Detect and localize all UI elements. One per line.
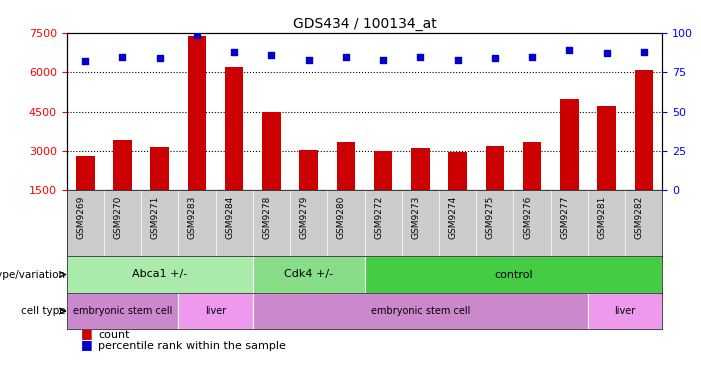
Bar [113,141,132,190]
Point [117,54,128,60]
Bar [67,293,178,329]
Bar [486,146,504,190]
Bar [365,256,662,293]
Text: ■: ■ [81,327,93,340]
Text: GSM9271: GSM9271 [151,195,160,239]
Text: GSM9284: GSM9284 [225,195,234,239]
Text: embryonic stem cell: embryonic stem cell [73,306,172,316]
Point [266,52,277,58]
Bar [188,36,206,190]
Text: GSM9277: GSM9277 [560,195,569,239]
Bar [67,256,253,293]
Point [80,58,91,64]
Text: GSM9272: GSM9272 [374,195,383,239]
Point [452,57,463,63]
Text: GSM9273: GSM9273 [411,195,421,239]
Bar [374,152,393,190]
Point [526,54,538,60]
Bar [253,293,588,329]
Text: GSM9279: GSM9279 [299,195,308,239]
Point [564,47,575,53]
Bar [597,107,616,190]
Bar [411,148,430,190]
Bar [588,293,662,329]
Point [638,49,649,55]
Text: GSM9278: GSM9278 [262,195,271,239]
Bar [178,293,253,329]
Point [229,49,240,55]
Text: GSM9280: GSM9280 [337,195,346,239]
Point [489,55,501,61]
Bar [253,256,365,293]
Text: genotype/variation: genotype/variation [0,269,66,280]
Point [378,57,389,63]
Bar [76,156,95,190]
Bar [225,67,243,190]
Bar [560,98,578,190]
Bar [299,150,318,190]
Bar [336,142,355,190]
Text: ■: ■ [81,338,93,351]
Bar [262,112,280,190]
Point [415,54,426,60]
Text: GSM9274: GSM9274 [449,195,458,239]
Bar [523,142,541,190]
Text: control: control [494,269,533,280]
Point [191,31,203,37]
Text: embryonic stem cell: embryonic stem cell [371,306,470,316]
Text: GSM9276: GSM9276 [523,195,532,239]
Text: GSM9282: GSM9282 [635,195,644,239]
Text: GSM9269: GSM9269 [76,195,86,239]
Text: GSM9270: GSM9270 [114,195,123,239]
Text: GSM9275: GSM9275 [486,195,495,239]
Text: Cdk4 +/-: Cdk4 +/- [284,269,333,280]
Point [601,51,612,56]
Bar [634,70,653,190]
Bar [151,147,169,190]
Point [154,55,165,61]
Text: liver: liver [615,306,636,316]
Bar [449,152,467,190]
Point [303,57,314,63]
Text: Abca1 +/-: Abca1 +/- [132,269,187,280]
Title: GDS434 / 100134_at: GDS434 / 100134_at [292,16,437,30]
Text: liver: liver [205,306,226,316]
Text: percentile rank within the sample: percentile rank within the sample [98,341,286,351]
Point [340,54,351,60]
Text: count: count [98,330,130,340]
Text: GSM9283: GSM9283 [188,195,197,239]
Text: GSM9281: GSM9281 [597,195,606,239]
Text: cell type: cell type [21,306,66,316]
